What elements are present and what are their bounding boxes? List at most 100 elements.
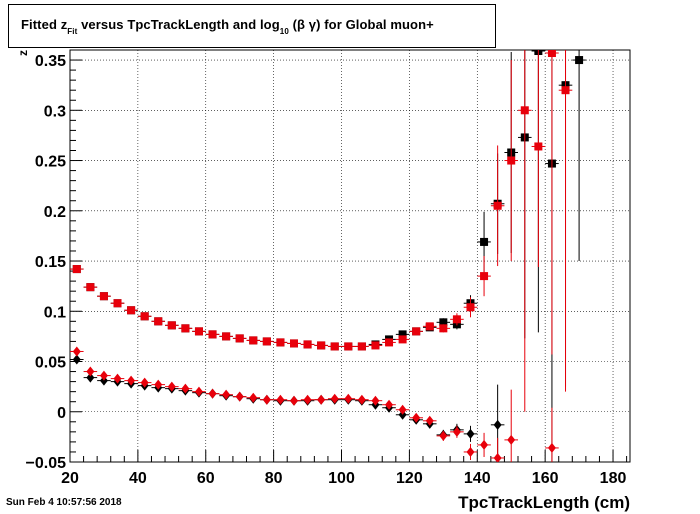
y-tick-label: 0.05	[35, 355, 66, 372]
data-point-square	[249, 336, 258, 345]
data-point-square	[222, 332, 231, 341]
y-axis-label: z	[16, 50, 30, 56]
data-point-diamond	[194, 386, 203, 397]
timestamp: Sun Feb 4 10:57:56 2018	[6, 497, 122, 508]
data-point-square	[425, 322, 434, 331]
data-point-diamond	[385, 399, 394, 410]
data-point-square	[452, 315, 461, 324]
data-point-diamond	[452, 426, 461, 437]
data-point-diamond	[86, 372, 95, 383]
y-tick-label: 0.1	[44, 304, 66, 321]
data-point-diamond	[86, 366, 95, 377]
data-point-square	[181, 324, 190, 333]
data-point-square	[412, 327, 421, 336]
y-tick-label: −0.05	[26, 455, 67, 472]
data-point-square	[398, 330, 407, 339]
data-point-diamond	[235, 391, 244, 402]
data-point-diamond	[222, 389, 231, 400]
data-point-diamond	[276, 394, 285, 405]
data-point-diamond	[208, 388, 217, 399]
data-point-diamond	[439, 430, 448, 441]
plot-frame	[69, 49, 631, 463]
data-point-square	[439, 324, 448, 333]
data-point-square	[547, 50, 556, 58]
x-tick-label: 140	[464, 470, 491, 487]
data-point-square	[72, 265, 81, 274]
data-point-square	[154, 317, 163, 326]
data-layer	[70, 50, 586, 462]
x-tick-label: 40	[129, 470, 147, 487]
data-point-diamond	[140, 377, 149, 388]
data-point-diamond	[99, 375, 108, 386]
data-point-diamond	[72, 354, 81, 365]
data-point-diamond	[466, 428, 475, 439]
data-point-diamond	[99, 370, 108, 381]
data-point-square	[480, 272, 489, 281]
data-point-square	[561, 86, 570, 95]
data-point-square	[385, 338, 394, 347]
data-point-square	[208, 330, 217, 339]
data-point-square	[493, 201, 502, 210]
data-point-square	[357, 342, 366, 351]
data-point-square	[86, 283, 95, 292]
data-point-square	[439, 318, 448, 327]
title-box: Fitted zFit versus TpcTrackLength and lo…	[8, 4, 496, 48]
data-point-square	[520, 106, 529, 115]
data-point-square	[194, 327, 203, 336]
x-tick-label: 80	[265, 470, 283, 487]
data-point-square	[303, 340, 312, 349]
data-point-diamond	[127, 375, 136, 386]
data-point-square	[371, 341, 380, 350]
x-tick-label: 60	[197, 470, 215, 487]
data-point-square	[330, 342, 339, 351]
data-point-diamond	[72, 346, 81, 357]
y-tick-label: 0.3	[44, 103, 66, 120]
data-point-square	[575, 56, 584, 65]
data-point-square	[290, 339, 298, 348]
data-point-square	[235, 334, 244, 343]
data-point-diamond	[466, 446, 475, 457]
data-point-diamond	[330, 393, 339, 404]
data-point-diamond	[493, 452, 502, 462]
data-point-square	[113, 299, 122, 308]
data-point-diamond	[480, 439, 489, 450]
data-point-diamond	[371, 395, 380, 406]
data-point-square	[127, 306, 136, 315]
x-tick-label: 100	[328, 470, 355, 487]
data-point-diamond	[344, 393, 353, 404]
chart-title: Fitted zFit versus TpcTrackLength and lo…	[21, 17, 434, 36]
data-point-diamond	[425, 415, 434, 426]
data-point-diamond	[412, 412, 421, 423]
data-point-diamond	[493, 419, 502, 430]
data-point-square	[534, 142, 543, 151]
x-tick-label: 20	[61, 470, 79, 487]
data-point-square	[262, 337, 271, 346]
data-point-square	[466, 303, 475, 312]
data-point-diamond	[398, 404, 407, 415]
data-point-diamond	[181, 383, 190, 394]
x-tick-label: 120	[396, 470, 423, 487]
data-point-diamond	[167, 381, 176, 392]
data-point-square	[167, 321, 176, 330]
data-point-diamond	[357, 394, 366, 405]
data-point-diamond	[262, 394, 271, 405]
data-point-square	[480, 237, 489, 246]
data-point-square	[99, 292, 108, 301]
data-point-diamond	[547, 442, 556, 453]
data-point-diamond	[154, 379, 163, 390]
y-tick-label: 0.15	[35, 254, 66, 271]
data-point-square	[507, 156, 516, 165]
y-tick-label: 0.2	[44, 204, 66, 221]
y-tick-label: 0	[57, 405, 66, 422]
data-point-square	[140, 312, 149, 321]
data-point-diamond	[113, 373, 122, 384]
data-point-diamond	[507, 434, 516, 445]
data-point-diamond	[398, 409, 407, 420]
y-tick-label: 0.25	[35, 154, 66, 171]
data-point-diamond	[303, 394, 312, 405]
x-tick-label: 180	[600, 470, 627, 487]
y-tick-label: 0.35	[35, 53, 66, 70]
data-point-square	[276, 338, 285, 347]
x-tick-label: 160	[532, 470, 559, 487]
